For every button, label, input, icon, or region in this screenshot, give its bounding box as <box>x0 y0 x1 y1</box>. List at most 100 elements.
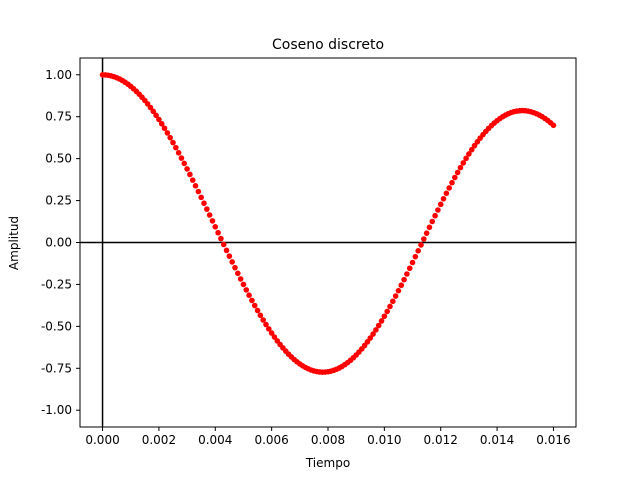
data-point <box>178 155 185 161</box>
data-point <box>229 259 235 265</box>
data-point <box>401 276 407 283</box>
data-point <box>440 195 447 202</box>
data-point <box>257 312 264 319</box>
x-axis-label: Tiempo <box>305 456 350 470</box>
data-point <box>184 166 190 172</box>
data-point <box>404 271 410 277</box>
data-point <box>398 282 405 289</box>
data-point <box>463 155 469 162</box>
data-point <box>412 253 419 260</box>
data-point <box>260 317 266 323</box>
data-point <box>381 313 388 320</box>
data-point <box>198 194 204 201</box>
plot-area <box>80 58 576 427</box>
data-point <box>164 130 171 136</box>
data-point <box>378 318 385 324</box>
data-point <box>409 259 416 266</box>
data-point <box>235 270 241 277</box>
data-point <box>446 185 452 191</box>
data-point <box>471 142 478 149</box>
x-tick-label: 0.014 <box>480 433 514 447</box>
data-point <box>266 326 272 332</box>
data-point <box>156 116 162 123</box>
data-point <box>271 334 278 340</box>
data-point <box>435 207 441 213</box>
data-point <box>437 201 444 208</box>
data-point <box>263 321 269 328</box>
data-point <box>375 322 382 329</box>
data-point <box>449 179 455 186</box>
data-point <box>421 236 427 242</box>
data-point <box>195 188 202 195</box>
data-point <box>249 297 255 304</box>
data-point <box>192 183 199 189</box>
data-point <box>167 134 173 141</box>
x-tick-label: 0.000 <box>85 433 119 447</box>
y-tick-label: 0.25 <box>45 194 72 208</box>
y-tick-label: 0.50 <box>45 152 72 166</box>
data-point <box>460 160 467 166</box>
data-point <box>215 229 221 236</box>
data-point <box>254 307 261 314</box>
data-point <box>373 327 379 333</box>
data-point <box>406 265 413 272</box>
y-tick-label: -1.00 <box>41 403 72 417</box>
data-point <box>226 253 233 259</box>
data-point <box>173 144 179 151</box>
data-point <box>432 212 438 219</box>
data-point <box>240 281 247 288</box>
data-point <box>429 218 436 225</box>
data-point <box>153 112 159 119</box>
x-tick-label: 0.004 <box>198 433 232 447</box>
x-tick-label: 0.002 <box>142 433 176 447</box>
x-tick-label: 0.008 <box>311 433 345 447</box>
data-point <box>243 287 250 293</box>
x-tick-label: 0.012 <box>424 433 458 447</box>
data-point <box>468 146 475 153</box>
data-point <box>367 335 374 341</box>
data-point <box>212 224 219 230</box>
data-point <box>418 242 424 248</box>
y-tick-label: -0.25 <box>41 277 72 291</box>
data-point <box>206 212 213 218</box>
data-point <box>268 330 275 336</box>
data-point <box>223 247 230 254</box>
data-point <box>387 303 393 310</box>
data-point <box>232 264 238 271</box>
y-axis-ticks: -1.00 -0.75 -0.50 -0.25 0.00 0.25 0.50 0.75 1.00 <box>41 68 80 417</box>
y-tick-label: -0.50 <box>41 319 72 333</box>
x-axis-ticks: 0.000 0.002 0.004 0.006 0.008 0.010 0.012 0.014… <box>85 427 571 447</box>
data-point <box>237 276 244 282</box>
data-point <box>443 190 450 197</box>
data-point <box>204 206 210 212</box>
data-point <box>415 248 421 254</box>
data-point <box>384 308 390 315</box>
data-point <box>426 224 433 231</box>
data-point <box>423 230 430 236</box>
y-axis-label: Amplitud <box>7 216 21 270</box>
data-point <box>175 149 182 156</box>
data-point <box>209 218 216 224</box>
data-point <box>161 125 168 132</box>
data-point <box>452 174 458 181</box>
data-point <box>390 298 396 305</box>
x-tick-label: 0.006 <box>254 433 288 447</box>
data-point <box>395 287 402 294</box>
data-point <box>150 108 157 115</box>
data-point <box>187 171 193 178</box>
y-tick-label: 0.75 <box>45 110 72 124</box>
y-tick-label: -0.75 <box>41 361 72 375</box>
y-tick-label: 1.00 <box>45 68 72 82</box>
data-point <box>201 200 207 207</box>
data-point <box>170 139 176 146</box>
x-tick-label: 0.016 <box>536 433 570 447</box>
data-point <box>220 241 227 248</box>
data-point <box>454 169 461 176</box>
data-markers <box>99 71 557 375</box>
y-tick-label: 0.00 <box>45 236 72 250</box>
data-point <box>181 160 188 167</box>
data-point <box>218 235 224 242</box>
data-point <box>370 331 376 337</box>
